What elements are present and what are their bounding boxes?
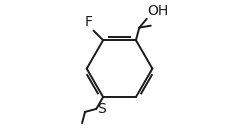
Text: F: F: [85, 15, 93, 29]
Text: OH: OH: [147, 4, 169, 18]
Text: S: S: [97, 102, 106, 116]
